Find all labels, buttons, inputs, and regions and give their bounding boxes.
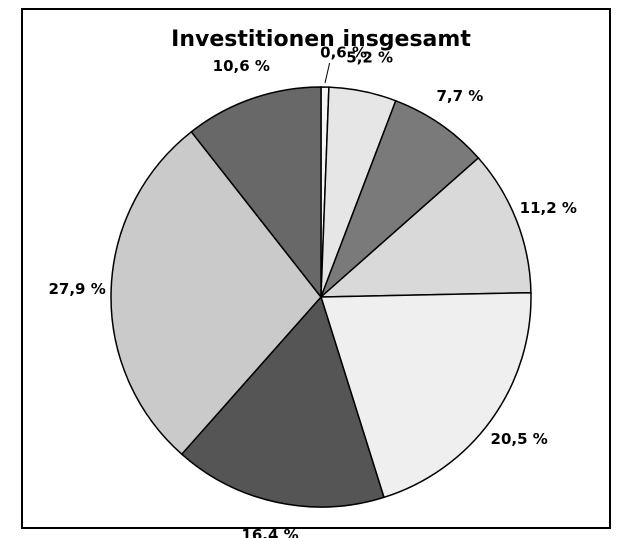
frame xyxy=(21,8,611,529)
pie-slice xyxy=(190,86,322,300)
leader-line xyxy=(324,62,331,84)
data-label: 7,7 % xyxy=(437,87,484,105)
data-label: 0,6 % xyxy=(320,44,367,62)
data-label: 10,6 % xyxy=(213,57,270,75)
data-label: 5,2 % xyxy=(346,48,393,66)
data-label: 27,9 % xyxy=(48,280,105,298)
data-label: 11,2 % xyxy=(520,199,577,217)
data-label: 20,5 % xyxy=(491,430,548,448)
pie-slice xyxy=(180,295,385,508)
chart-title: Investitionen insgesamt xyxy=(171,27,471,52)
pie-slice xyxy=(110,130,322,456)
pie-slice xyxy=(320,99,480,298)
pie-slice xyxy=(319,291,532,499)
data-label: 16,4 % xyxy=(241,526,298,538)
pie-slice xyxy=(318,156,532,298)
